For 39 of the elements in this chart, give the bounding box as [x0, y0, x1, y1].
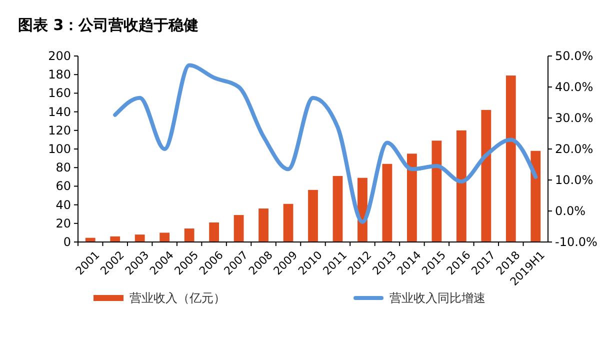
bar: [332, 176, 343, 242]
y2-tick-label: 0.0%: [555, 204, 586, 218]
y-tick-label: 120: [48, 123, 71, 138]
legend-label: 营业收入同比增速: [390, 291, 486, 305]
bar: [134, 234, 145, 242]
y-tick-label: 160: [48, 86, 71, 100]
y-tick-label: 40: [56, 198, 71, 212]
y-tick-label: 60: [56, 179, 71, 194]
bar: [160, 232, 170, 242]
bar: [110, 236, 120, 242]
y2-tick-label: 20.0%: [555, 142, 594, 156]
y2-tick-label: 40.0%: [555, 80, 594, 94]
bar: [506, 76, 516, 242]
bar: [407, 154, 417, 242]
bar: [283, 204, 294, 242]
y-tick-label: 100: [48, 142, 71, 156]
y-tick-label: 140: [48, 104, 71, 119]
y2-tick-label: 30.0%: [555, 111, 594, 125]
y-tick-label: 0: [63, 235, 71, 249]
bar: [382, 164, 392, 242]
bar: [432, 140, 442, 242]
line-series: [113, 63, 538, 224]
bar: [308, 190, 318, 242]
bar: [258, 208, 268, 242]
chart-title: 图表 3：公司营收趋于稳健: [18, 16, 199, 34]
y-tick-label: 80: [56, 160, 71, 175]
bar: [481, 110, 492, 242]
bar: [209, 222, 219, 242]
bar: [184, 228, 194, 242]
y2-tick-label: -10.0%: [555, 235, 598, 249]
y-tick-label: 180: [48, 68, 71, 82]
y-tick-label: 20: [56, 216, 71, 230]
y2-tick-label: 10.0%: [555, 173, 594, 187]
bar: [456, 130, 466, 242]
y-tick-label: 200: [48, 49, 71, 63]
bar: [530, 150, 541, 242]
y2-tick-label: 50.0%: [555, 49, 594, 63]
bar: [234, 215, 244, 242]
legend-label: 营业收入（亿元）: [130, 291, 226, 305]
